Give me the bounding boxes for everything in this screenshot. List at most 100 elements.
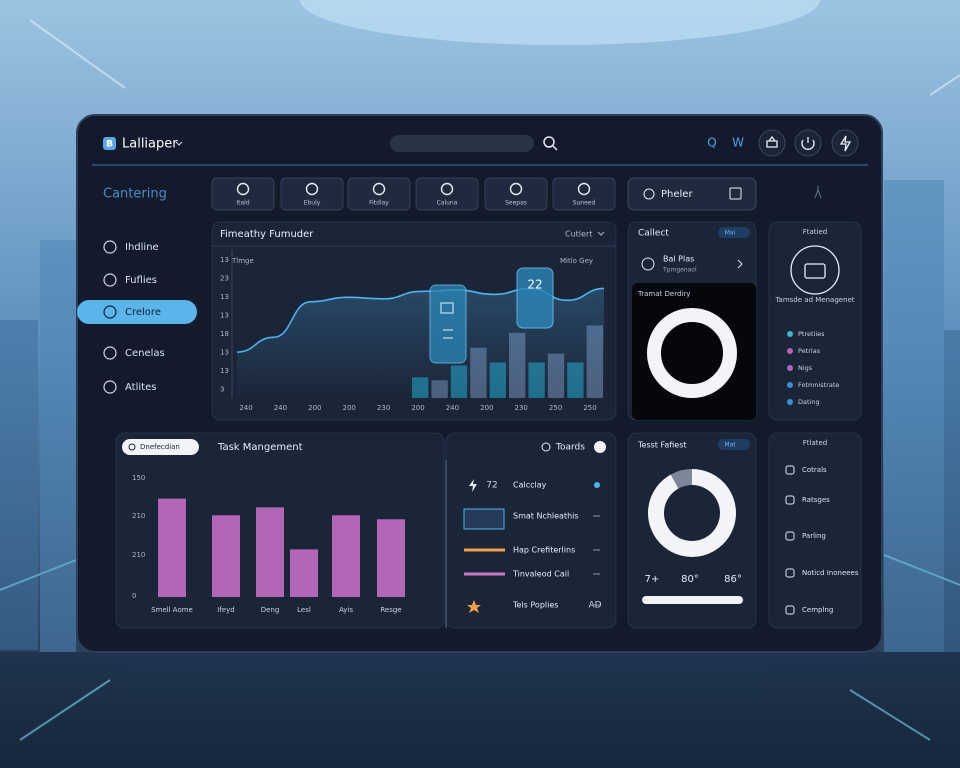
toolbar-label: Fitdlay xyxy=(369,200,389,207)
toolbar-label: Seepas xyxy=(505,200,527,207)
overlay-card-value: 22 xyxy=(527,278,542,292)
list-dot xyxy=(787,399,793,405)
menu-icon: Q xyxy=(707,136,716,150)
sidebar-active-pill[interactable] xyxy=(77,300,197,324)
board-control xyxy=(594,482,600,488)
x-axis-label: 250 xyxy=(583,404,596,412)
x-axis-label: Smell Aome xyxy=(151,606,193,614)
x-axis-label: Deng xyxy=(261,606,280,614)
search-icon[interactable] xyxy=(543,136,555,148)
header-button-icon xyxy=(766,135,778,148)
tab-pill[interactable] xyxy=(122,439,199,455)
search-icon-handle xyxy=(552,145,558,151)
sidebar-item[interactable]: Fuflies xyxy=(125,275,157,286)
panel-title: Toards xyxy=(555,443,585,453)
stat-value: 86° xyxy=(724,574,742,585)
action-side-icon xyxy=(729,187,742,200)
tab-label: Dnefecdian xyxy=(140,443,180,451)
dropdown-caret xyxy=(597,231,605,236)
board-label: Hap Crefiterlins xyxy=(513,546,575,555)
header-button[interactable] xyxy=(831,129,859,157)
sidebar-icon xyxy=(103,273,117,287)
skyline xyxy=(0,19,960,768)
x-axis-label: 200 xyxy=(480,404,493,412)
list-dot xyxy=(787,348,793,354)
y-axis-label: 150 xyxy=(132,474,145,482)
sidebar-item[interactable]: Atlites xyxy=(125,382,156,393)
y-axis-label: 13 xyxy=(220,312,229,320)
toolbar-icon xyxy=(372,182,386,196)
brand-name: Lalliaper xyxy=(122,137,178,152)
related-item[interactable]: Noticd Inoneees xyxy=(802,569,859,577)
sidebar-title: Cantering xyxy=(103,187,167,202)
x-axis-label: Ayis xyxy=(339,606,353,614)
progress-bar xyxy=(642,596,743,604)
header-button[interactable] xyxy=(758,129,786,157)
legend-left: Tlmge xyxy=(231,257,254,265)
row-icon xyxy=(641,257,655,271)
list-item: Fotmnistrate xyxy=(798,381,839,389)
sidebar-icon xyxy=(103,240,117,254)
search-bar[interactable] xyxy=(390,135,534,152)
panel-tag xyxy=(718,227,750,238)
bar xyxy=(332,515,360,597)
panel-title: Ftlated xyxy=(803,439,828,447)
related-item[interactable]: Cemplng xyxy=(802,606,833,614)
y-axis-label: 210 xyxy=(132,512,145,520)
brand-icon-letter: B xyxy=(106,140,113,150)
panel-tag-text: Mai xyxy=(725,230,736,237)
panel-dropdown: Cutlert xyxy=(565,230,592,239)
x-axis-label: Lesl xyxy=(297,606,311,614)
toolbar-icon xyxy=(236,182,250,196)
related-item[interactable]: Cotrals xyxy=(802,466,827,474)
action-button[interactable] xyxy=(627,177,757,211)
y-axis-label: 13 xyxy=(220,367,229,375)
related-item[interactable]: Parling xyxy=(802,532,826,540)
boards-badge xyxy=(594,441,606,453)
donut-segment xyxy=(648,469,736,557)
sidebar-item[interactable]: Ihdline xyxy=(125,242,159,253)
y-axis-label: 13 xyxy=(220,256,229,264)
x-axis-label: 230 xyxy=(515,404,528,412)
bar xyxy=(377,519,405,597)
sidebar-icon xyxy=(103,346,117,360)
sidebar-icon xyxy=(103,305,117,319)
board-label: Tinvaleod Cail xyxy=(512,570,569,579)
panel-title: Tesst Fafiest xyxy=(637,441,687,450)
sidebar-item[interactable]: Cenelas xyxy=(125,348,165,359)
toolbar-label: Ebuly xyxy=(304,200,321,207)
x-axis-label: 240 xyxy=(274,404,287,412)
x-axis-label: 200 xyxy=(343,404,356,412)
list-item: Petrlas xyxy=(798,347,821,355)
boards-icon xyxy=(541,442,551,452)
y-axis-label: 210 xyxy=(132,551,145,559)
toolbar-label: Suneed xyxy=(573,200,596,207)
list-dot xyxy=(787,382,793,388)
x-axis-label: Ifeyd xyxy=(217,606,234,614)
related-item[interactable]: Ratsges xyxy=(802,496,830,504)
board-label: Smat Nchleathis xyxy=(513,512,579,521)
overlay-card xyxy=(516,267,554,329)
stat-value: 80° xyxy=(681,574,699,585)
legend-right: Mitlo Gey xyxy=(560,257,593,265)
sidebar-item[interactable]: Crelore xyxy=(125,307,161,318)
featured-panel xyxy=(768,221,862,421)
boards-panel xyxy=(445,432,617,629)
toolbar-label: Itald xyxy=(236,200,249,207)
board-label: Tels Poplies xyxy=(512,601,558,610)
row-chevron xyxy=(737,259,743,269)
donut-segment xyxy=(670,469,693,489)
row-title: Bal Plas xyxy=(663,255,694,264)
stat-value: 7+ xyxy=(645,574,660,585)
panel-title: Callect xyxy=(638,229,669,239)
feature-icon-case xyxy=(804,263,826,279)
y-axis-label: 18 xyxy=(220,330,229,338)
line-area xyxy=(237,288,604,398)
result-panel xyxy=(627,432,757,629)
list-item: Ptretiies xyxy=(798,330,825,338)
panel-tag-text: Mat xyxy=(724,442,736,449)
list-item: Nigs xyxy=(798,364,813,372)
y-axis-label: 13 xyxy=(220,293,229,301)
x-axis-label: 240 xyxy=(446,404,459,412)
